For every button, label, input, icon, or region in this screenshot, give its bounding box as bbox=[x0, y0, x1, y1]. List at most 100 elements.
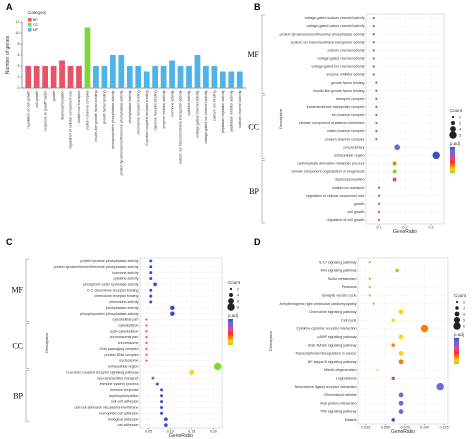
data-point bbox=[149, 265, 153, 269]
size-legend-label: 2 bbox=[237, 287, 239, 291]
data-point bbox=[372, 57, 375, 60]
bar bbox=[118, 55, 125, 88]
x-tick-label: G-protein coupled receptor binding bbox=[145, 91, 149, 146]
data-point bbox=[368, 285, 371, 289]
y-tick-label: carbohydrate derivative metabolic proces… bbox=[297, 162, 365, 166]
data-point bbox=[394, 144, 401, 151]
data-point bbox=[368, 261, 371, 264]
y-tick-label: NF-kappa B signaling pathway bbox=[308, 360, 357, 364]
section-label: MF bbox=[247, 50, 259, 59]
x-tick-label: 0.15 bbox=[188, 430, 195, 434]
size-legend-label: 2 bbox=[459, 115, 461, 119]
bar bbox=[177, 66, 184, 88]
size-legend-label: 4 bbox=[459, 127, 461, 131]
y-tick-label: IL-17 signaling pathway bbox=[319, 260, 357, 264]
section-label: MF bbox=[11, 286, 23, 295]
data-point bbox=[398, 400, 404, 406]
data-point bbox=[392, 177, 397, 182]
y-tick-label: Mitotic degeneration bbox=[324, 368, 356, 372]
data-point bbox=[392, 161, 397, 166]
data-point bbox=[170, 305, 175, 311]
data-point bbox=[155, 382, 159, 386]
panel-d-dot-plot: 0.025 0.050 0.075 0.100 0.125 GeneRatio IL-17 … bbox=[268, 257, 467, 435]
data-point bbox=[391, 418, 395, 422]
y-tick-label: Wnt signaling pathway bbox=[321, 269, 357, 273]
bar bbox=[101, 66, 108, 88]
y-tick-label: protein-DNA complex bbox=[105, 353, 139, 357]
x-tick-label: chemokine receptor binding bbox=[136, 91, 140, 135]
y-tick-label: enzyme inhibitor activity bbox=[326, 73, 364, 77]
x-axis-title: GeneRatio bbox=[169, 433, 193, 439]
x-tick-label: voltage-gated ion channel activity bbox=[204, 90, 208, 143]
data-point bbox=[398, 392, 404, 398]
data-point bbox=[149, 259, 153, 263]
bar bbox=[186, 66, 192, 88]
bar bbox=[126, 66, 133, 88]
bar bbox=[160, 66, 167, 88]
data-point bbox=[398, 309, 404, 315]
data-point bbox=[377, 218, 381, 222]
panel-label-b: B bbox=[254, 2, 261, 12]
x-tick-label: 0.025 bbox=[361, 426, 370, 430]
y-tick-label: Transcriptional misregulation in cancer bbox=[295, 352, 357, 356]
data-point bbox=[145, 347, 148, 350]
y-tick-label: phosphatase activity bbox=[106, 306, 139, 310]
data-point bbox=[149, 271, 153, 275]
y-tick-label: regulation of cell growth bbox=[327, 218, 365, 222]
data-point bbox=[160, 406, 164, 409]
y-tick-label: sodium ion transmembrane transporter act… bbox=[291, 40, 365, 44]
data-point bbox=[213, 362, 222, 371]
size-legend-dot bbox=[451, 115, 455, 119]
data-point bbox=[151, 376, 155, 380]
data-point bbox=[189, 369, 195, 375]
data-point bbox=[398, 351, 404, 356]
y-tick-label: ion channel complex bbox=[332, 113, 365, 117]
y-tick-label: immune response bbox=[110, 388, 139, 392]
data-point bbox=[160, 388, 164, 392]
size-legend-dot bbox=[455, 300, 459, 304]
y-tick-label: transmembrane transporter complex bbox=[307, 105, 365, 109]
x-tick-label: sodium ion transport bbox=[77, 91, 81, 124]
bar bbox=[109, 55, 116, 88]
bar bbox=[25, 66, 32, 88]
y-tick-label: cation channel complex bbox=[327, 129, 365, 133]
y-tick-label: 12 bbox=[16, 20, 20, 24]
x-tick-label: 0.05 bbox=[145, 430, 152, 434]
data-point bbox=[372, 16, 375, 20]
y-tick-label: Rheumatoid arthritis bbox=[324, 393, 356, 397]
x-axis-title: GeneRatio bbox=[393, 229, 417, 235]
bar bbox=[228, 71, 235, 88]
data-point bbox=[149, 294, 153, 298]
x-tick-label: 0.10 bbox=[167, 430, 174, 434]
data-point bbox=[145, 341, 148, 345]
x-tick-label: dephosphorylation bbox=[60, 91, 64, 120]
x-tick-label: phosphoprotein phosphatase activity bbox=[111, 90, 115, 149]
data-point bbox=[160, 394, 164, 398]
data-point bbox=[145, 318, 148, 321]
x-tick-label: calcium ion binding bbox=[213, 91, 217, 122]
bar bbox=[169, 60, 175, 88]
size-legend-label: 6 bbox=[237, 299, 239, 303]
bar bbox=[211, 66, 218, 88]
y-tick-label: Neuroactive ligand-receptor interaction bbox=[295, 385, 357, 389]
y-tick-label: voltage-gated ion channel activity bbox=[311, 65, 364, 69]
section-label: BP bbox=[13, 391, 23, 400]
y-tick-label: intrinsic component of plasma membrane bbox=[299, 121, 365, 125]
data-point bbox=[398, 359, 404, 365]
data-point bbox=[436, 382, 444, 391]
data-point bbox=[420, 324, 429, 333]
y-tick-label: chromosomal part bbox=[110, 335, 139, 339]
x-tick-label: voltage-gated channel activity bbox=[196, 90, 200, 138]
data-point bbox=[145, 324, 148, 327]
data-point bbox=[160, 411, 164, 415]
size-legend-dot bbox=[451, 121, 455, 125]
data-point bbox=[372, 302, 375, 305]
data-point bbox=[149, 288, 153, 292]
data-point bbox=[372, 73, 375, 76]
bar bbox=[42, 66, 49, 88]
size-legend-label: 4 bbox=[463, 312, 465, 316]
data-point bbox=[164, 417, 168, 422]
y-tick-label: TNF signaling pathway bbox=[320, 410, 357, 414]
